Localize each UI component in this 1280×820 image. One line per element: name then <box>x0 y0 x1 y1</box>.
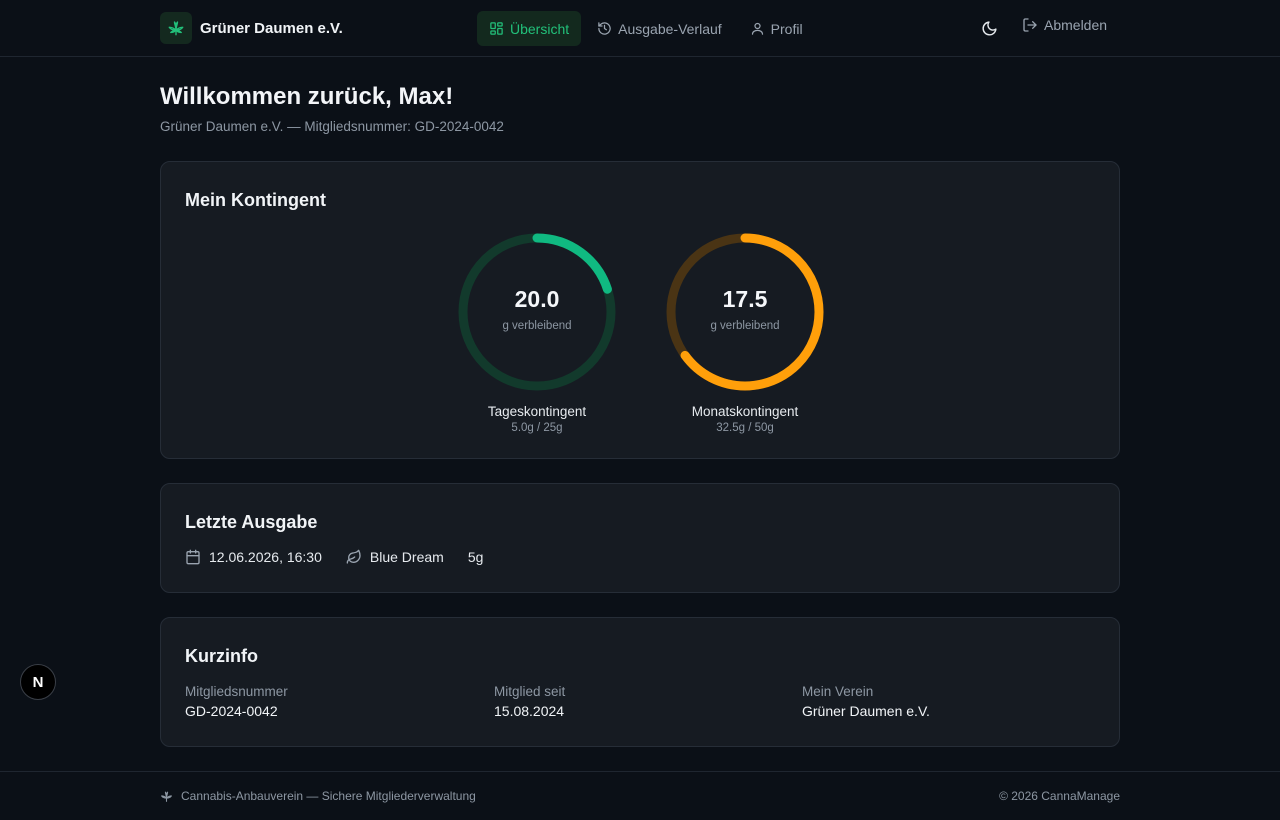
dispense-strain-text: Blue Dream <box>369 549 444 565</box>
logout-icon <box>1023 18 1037 32</box>
brand[interactable]: Grüner Daumen e.V. <box>160 12 343 44</box>
grid-icon <box>490 22 503 35</box>
nav-item-profil[interactable]: Profil <box>738 11 815 46</box>
ring-value: 20.0 <box>514 286 560 312</box>
dispense-amount: 5g <box>468 549 484 565</box>
dispense-strain: Blue Dream <box>346 549 444 565</box>
info-card: Kurzinfo Mitgliedsnummer GD-2024-0042 Mi… <box>160 617 1120 747</box>
nav-item-label: Profil <box>770 20 803 37</box>
gauge-progress <box>666 233 824 391</box>
gauge-progress <box>458 233 616 391</box>
nav-item-label: Übersicht <box>510 20 570 37</box>
dispense-datetime-text: 12.06.2026, 16:30 <box>209 549 322 565</box>
moon-icon <box>982 20 997 35</box>
footer: Cannabis-Anbauverein — Sichere Mitgliede… <box>0 771 1280 820</box>
dispense-datetime: 12.06.2026, 16:30 <box>185 549 322 565</box>
leaf-icon <box>160 12 192 44</box>
logout-label: Abmelden <box>1044 17 1108 33</box>
ring-usage: 32.5g / 50g <box>716 422 774 434</box>
info-value: Grüner Daumen e.V. <box>802 703 930 719</box>
user-icon <box>751 22 763 35</box>
quota-title: Mein Kontingent <box>185 190 326 210</box>
brand-name: Grüner Daumen e.V. <box>200 19 343 37</box>
info-value: GD-2024-0042 <box>185 703 278 719</box>
leaf-icon <box>346 549 361 564</box>
page-subtitle: Grüner Daumen e.V. — Mitgliedsnummer: GD… <box>160 119 504 134</box>
ring-label: Monatskontingent <box>691 404 799 419</box>
footer-copyright: © 2026 CannaManage <box>999 789 1120 803</box>
info-club: Mein Verein Grüner Daumen e.V. <box>802 684 930 719</box>
daily-quota-ring: 20.0 g verbleibend Tageskontingent 5.0g … <box>455 230 619 434</box>
nav-item-label: Ausgabe-Verlauf <box>618 20 722 37</box>
ring-value: 17.5 <box>722 286 768 312</box>
ring-usage: 5.0g / 25g <box>511 422 563 434</box>
daily-quota-gauge <box>458 233 616 391</box>
footer-tagline: Cannabis-Anbauverein — Sichere Mitgliede… <box>181 789 476 803</box>
last-dispense-card: Letzte Ausgabe 12.06.2026, 16:30 Blue Dr… <box>160 483 1120 593</box>
nav-item-ausgabe-verlauf[interactable]: Ausgabe-Verlauf <box>585 11 734 46</box>
ring-unit: g verbleibend <box>710 320 780 332</box>
dev-tools-badge[interactable]: N <box>20 664 56 700</box>
leaf-icon <box>161 791 172 802</box>
calendar-icon <box>186 549 200 565</box>
last-dispense-title: Letzte Ausgabe <box>185 512 318 532</box>
history-icon <box>598 22 611 35</box>
quota-card: Mein Kontingent 20.0 g verbleibend Tages… <box>160 161 1120 459</box>
dispense-amount-text: 5g <box>467 549 484 565</box>
ring-unit: g verbleibend <box>502 320 572 332</box>
monthly-quota-ring: 17.5 g verbleibend Monatskontingent 32.5… <box>663 230 827 434</box>
last-dispense-details: 12.06.2026, 16:30 Blue Dream 5g <box>185 549 507 565</box>
info-value: 15.08.2024 <box>494 703 565 719</box>
footer-left: Cannabis-Anbauverein — Sichere Mitgliede… <box>160 789 476 803</box>
info-label: Mitgliedsnummer <box>185 684 288 699</box>
info-member-number: Mitgliedsnummer GD-2024-0042 <box>185 684 288 719</box>
monthly-quota-gauge <box>666 233 824 391</box>
info-label: Mein Verein <box>802 684 874 699</box>
info-member-since: Mitglied seit 15.08.2024 <box>494 684 565 719</box>
info-label: Mitglied seit <box>494 684 566 699</box>
info-title: Kurzinfo <box>185 646 258 666</box>
theme-toggle-button[interactable] <box>978 17 1000 39</box>
nav-item-uebersicht[interactable]: Übersicht <box>477 11 582 46</box>
page-title: Willkommen zurück, Max! <box>160 83 454 110</box>
ring-label: Tageskontingent <box>487 404 587 419</box>
main-nav: Übersicht Ausgabe-Verlauf Profil <box>477 11 819 46</box>
top-navbar: Grüner Daumen e.V. Übersicht Ausgabe-Ver… <box>0 0 1280 57</box>
logout-button[interactable]: Abmelden <box>1022 17 1107 33</box>
